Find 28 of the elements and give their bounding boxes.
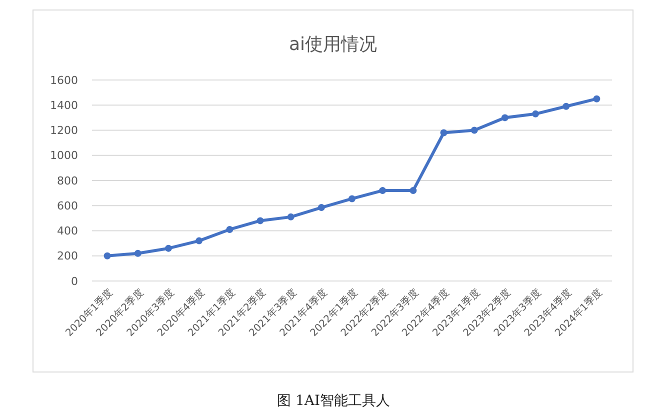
y-tick-label: 1600 (50, 74, 78, 87)
y-tick-label: 800 (57, 174, 78, 188)
y-tick-label: 600 (57, 199, 78, 212)
point (104, 252, 111, 260)
point (256, 217, 264, 224)
point (440, 129, 448, 136)
point (318, 204, 325, 212)
point (134, 250, 142, 257)
point (196, 237, 203, 244)
point (532, 110, 540, 118)
y-tick-label: 200 (57, 250, 78, 263)
point (470, 126, 478, 134)
point (501, 114, 508, 122)
y-tick-label: 400 (57, 224, 78, 238)
caption: 图 1AI智能工具人 (277, 393, 390, 409)
point (287, 213, 294, 220)
point (226, 226, 234, 233)
point (348, 195, 356, 202)
y-tick-label: 1200 (50, 124, 78, 138)
point (562, 102, 570, 110)
point (593, 95, 600, 102)
chart-title: ai使用情况 (288, 34, 378, 55)
point (410, 187, 417, 194)
y-tick-label: 0 (71, 274, 78, 288)
point (379, 187, 386, 194)
y-tick-label: 1000 (50, 149, 78, 162)
point (164, 244, 172, 252)
y-tick-label: 1400 (50, 98, 78, 112)
